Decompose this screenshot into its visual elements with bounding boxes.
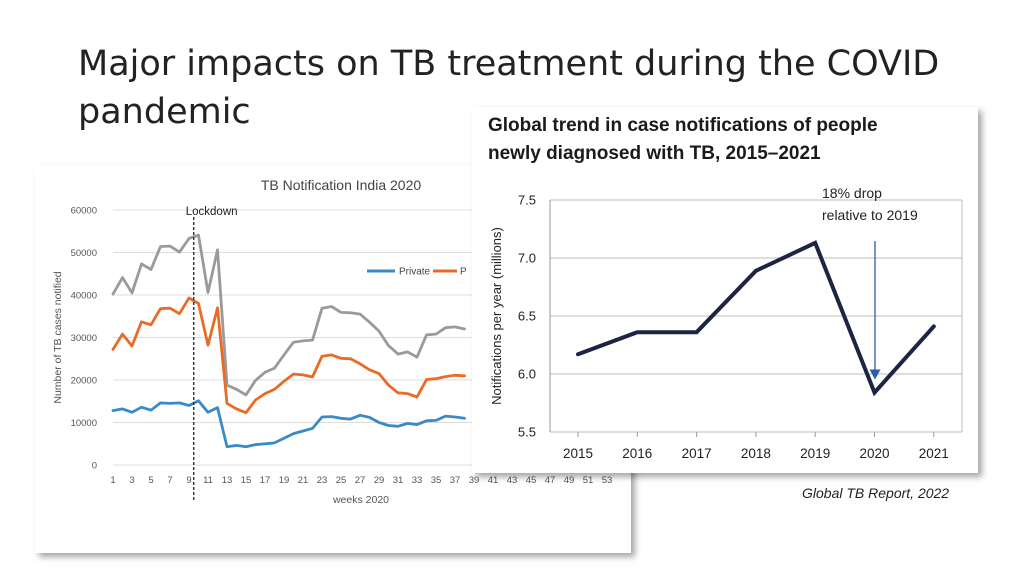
series-line-total	[111, 233, 466, 397]
india-chart-title: TB Notification India 2020	[261, 177, 422, 193]
y-tick-label: 7.0	[518, 251, 536, 266]
y-tick-label: 60000	[71, 206, 97, 217]
x-tick-label: 2016	[622, 446, 652, 461]
global-notification-chart: 5.5 6.0 6.5 7.0 7.5 2015 2016 2017 2018 2019 2020 2…	[489, 185, 963, 461]
x-tick-label: 13	[222, 475, 233, 486]
x-tick-label: 2020	[859, 446, 889, 461]
x-tick-label: 33	[412, 475, 423, 486]
y-tick-label: 30000	[71, 333, 97, 344]
x-tick-label: 7	[167, 475, 172, 486]
x-tick-label: 23	[317, 475, 328, 486]
x-tick-label: 37	[450, 475, 461, 486]
x-tick-label: 49	[564, 475, 575, 486]
x-tick-label: 3	[129, 475, 134, 486]
y-tick-label: 6.5	[518, 309, 536, 324]
x-tick-label: 43	[507, 475, 518, 486]
lockdown-label: Lockdown	[186, 206, 238, 218]
x-tick-label: 1	[110, 475, 115, 486]
x-tick-label: 2021	[919, 446, 949, 461]
y-tick-label: 5.5	[518, 425, 536, 440]
drop-annotation-line-2: relative to 2019	[822, 207, 918, 223]
x-tick-label: 19	[279, 475, 290, 486]
x-tick-label: 29	[374, 475, 385, 486]
x-tick-label: 5	[148, 475, 153, 486]
x-tick-label: 9	[186, 475, 191, 486]
x-tick-label: 35	[431, 475, 442, 486]
slide-title: Major impacts on TB treatment during the…	[78, 44, 940, 132]
drop-annotation-line-1: 18% drop	[822, 185, 882, 201]
x-tick-label: 47	[545, 475, 556, 486]
global-chart-card: Global trend in case notifications of pe…	[472, 107, 978, 473]
y-tick-label: 7.5	[518, 193, 536, 208]
global-chart-title-line-2: newly diagnosed with TB, 2015–2021	[488, 143, 821, 164]
y-tick-label: 6.0	[518, 367, 536, 382]
x-tick-label: 31	[393, 475, 404, 486]
y-axis-title: Notifications per year (millions)	[489, 227, 504, 405]
series-line-notifications	[576, 240, 936, 397]
global-chart-title-line-1: Global trend in case notifications of pe…	[488, 115, 878, 136]
legend-label-public: P	[460, 267, 467, 278]
x-tick-label: 39	[469, 475, 480, 486]
x-tick-label: 27	[355, 475, 366, 486]
x-tick-label: 41	[488, 475, 499, 486]
y-tick-label: 0	[92, 461, 97, 472]
y-tick-label: 50000	[71, 248, 97, 259]
x-tick-label: 21	[298, 475, 309, 486]
x-tick-label: 15	[241, 475, 252, 486]
x-tick-label: 2018	[741, 446, 771, 461]
source-citation: Global TB Report, 2022	[802, 485, 950, 501]
x-tick-label: 11	[203, 475, 213, 486]
series-line-public	[111, 296, 466, 415]
legend-label-private: Private	[399, 267, 431, 278]
x-tick-label: 45	[526, 475, 537, 486]
series-line-private	[111, 399, 466, 449]
x-tick-label: 2015	[563, 446, 593, 461]
x-axis-title: weeks 2020	[332, 494, 389, 506]
x-tick-label: 51	[583, 475, 594, 486]
x-tick-label: 25	[336, 475, 347, 486]
y-tick-label: 10000	[71, 418, 97, 429]
india-weekly-notification-chart: TB Notification India 2020 0 10000 20000 300…	[52, 177, 617, 506]
drop-arrow-head	[869, 369, 881, 380]
x-tick-label: 53	[602, 475, 613, 486]
x-tick-label: 17	[260, 475, 271, 486]
y-tick-label: 20000	[71, 376, 97, 387]
x-tick-label: 2017	[682, 446, 712, 461]
global-chart-title: Global trend in case notifications of pe…	[488, 112, 878, 168]
y-tick-label: 40000	[71, 291, 97, 302]
x-tick-label: 2019	[800, 446, 830, 461]
y-axis-title: Number of TB cases notified	[52, 271, 64, 403]
